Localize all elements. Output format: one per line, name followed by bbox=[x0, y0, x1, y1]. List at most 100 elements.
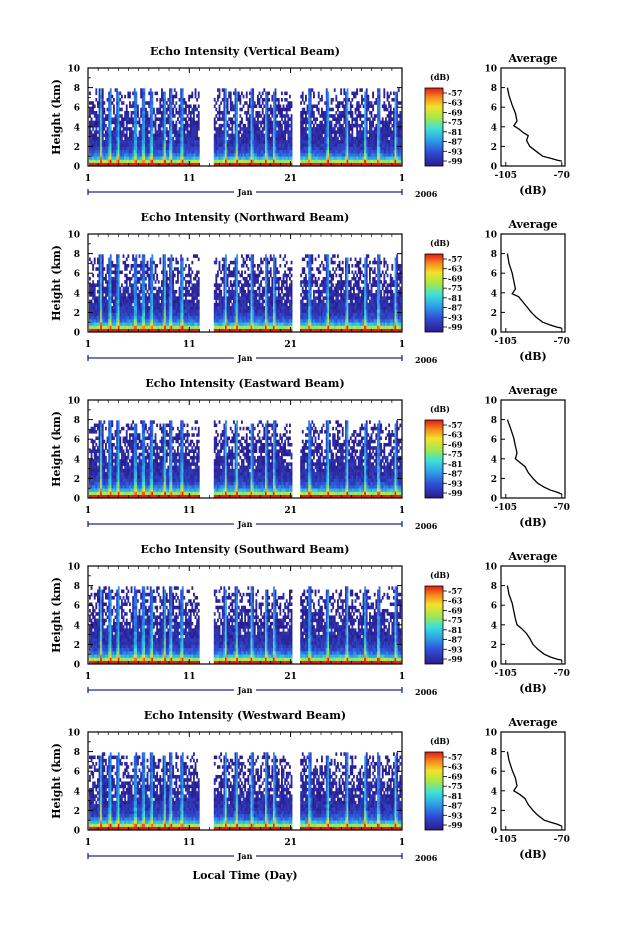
heatmap-cell bbox=[114, 143, 117, 147]
heatmap-cell bbox=[149, 309, 152, 313]
heatmap-cell bbox=[98, 101, 101, 105]
heatmap-cell bbox=[306, 117, 309, 121]
heatmap-cell bbox=[165, 312, 168, 317]
heatmap-cell bbox=[143, 322, 146, 326]
heatmap-cell bbox=[165, 133, 168, 138]
heatmap-cell bbox=[193, 143, 195, 147]
heatmap-cell bbox=[285, 162, 288, 167]
heatmap-cell bbox=[343, 136, 346, 141]
heatmap-cell bbox=[116, 293, 119, 297]
heatmap-cell bbox=[151, 254, 154, 258]
heatmap-cell bbox=[113, 149, 115, 154]
heatmap-cell bbox=[393, 136, 395, 141]
colorbar-tick-label: -93 bbox=[448, 146, 463, 156]
heatmap-cell bbox=[93, 325, 96, 330]
heatmap-cell bbox=[260, 162, 263, 167]
heatmap-cell bbox=[271, 127, 274, 131]
heatmap-cell bbox=[177, 146, 179, 151]
heatmap-cell bbox=[242, 104, 245, 109]
heatmap-cell bbox=[258, 114, 261, 118]
heatmap-cell bbox=[276, 153, 279, 157]
heatmap-cell bbox=[396, 114, 399, 118]
heatmap-cell bbox=[250, 146, 253, 151]
heatmap-cell bbox=[148, 140, 151, 144]
heatmap-cell bbox=[231, 156, 234, 160]
heatmap-cell bbox=[396, 120, 399, 125]
heatmap-cell bbox=[159, 127, 162, 131]
heatmap-cell bbox=[284, 133, 287, 138]
heatmap-cell bbox=[249, 127, 251, 131]
heatmap-cell bbox=[393, 98, 395, 102]
heatmap-cell bbox=[237, 123, 240, 128]
heatmap-cell bbox=[141, 260, 144, 265]
heatmap-cell bbox=[89, 114, 91, 118]
heatmap-cell bbox=[196, 325, 199, 330]
heatmap-cell bbox=[149, 140, 152, 144]
heatmap-cell bbox=[173, 123, 176, 128]
heatmap-cell bbox=[257, 114, 259, 118]
heatmap-cell bbox=[370, 104, 373, 109]
heatmap-cell bbox=[317, 153, 320, 157]
heatmap-cell bbox=[95, 267, 98, 271]
heatmap-cell bbox=[164, 136, 167, 141]
heatmap-cell bbox=[109, 283, 112, 287]
heatmap-cell bbox=[153, 153, 155, 157]
heatmap-cell bbox=[241, 156, 243, 160]
heatmap-cell bbox=[220, 127, 223, 131]
heatmap-cell bbox=[249, 136, 251, 141]
heatmap-cell bbox=[250, 104, 253, 109]
heatmap-cell bbox=[101, 280, 104, 284]
heatmap-cell bbox=[141, 299, 144, 304]
heatmap-cell bbox=[153, 162, 155, 167]
heatmap-cell bbox=[132, 309, 135, 313]
heatmap-cell bbox=[154, 319, 157, 323]
heatmap-cell bbox=[193, 322, 195, 326]
heatmap-cell bbox=[284, 117, 287, 121]
heatmap-cell bbox=[191, 149, 194, 154]
heatmap-cell bbox=[196, 156, 199, 160]
heatmap-cell bbox=[327, 107, 330, 112]
heatmap-cell bbox=[265, 156, 267, 160]
y-axis-label: Height (km) bbox=[50, 79, 63, 155]
heatmap-cell bbox=[154, 299, 157, 304]
heatmap-cell bbox=[277, 143, 280, 147]
heatmap-cell bbox=[249, 120, 251, 125]
heatmap-cell bbox=[135, 140, 138, 144]
heatmap-cell bbox=[322, 159, 325, 164]
heatmap-cell bbox=[98, 149, 101, 154]
heatmap-cell bbox=[231, 107, 234, 112]
heatmap-cell bbox=[346, 98, 349, 102]
heatmap-cell bbox=[196, 296, 199, 300]
heatmap-cell bbox=[181, 94, 184, 99]
heatmap-cell bbox=[101, 328, 104, 333]
heatmap-cell bbox=[122, 120, 125, 125]
heatmap-cell bbox=[100, 312, 103, 317]
heatmap-cell bbox=[378, 123, 381, 128]
heatmap-cell bbox=[186, 133, 189, 138]
heatmap-cell bbox=[268, 136, 271, 141]
heatmap-cell bbox=[169, 162, 171, 167]
heatmap-cell bbox=[383, 149, 386, 154]
heatmap-cell bbox=[165, 130, 168, 134]
heatmap-cell bbox=[370, 140, 373, 144]
heatmap-cell bbox=[346, 110, 349, 115]
heatmap-cell bbox=[234, 162, 237, 167]
heatmap-cell bbox=[133, 325, 136, 330]
heatmap-cell bbox=[223, 91, 226, 96]
heatmap-cell bbox=[236, 127, 239, 131]
heatmap-cell bbox=[215, 101, 218, 105]
heatmap-cell bbox=[113, 299, 115, 304]
heatmap-cell bbox=[237, 143, 240, 147]
heatmap-cell bbox=[239, 140, 242, 144]
heatmap-cell bbox=[106, 143, 109, 147]
heatmap-cell bbox=[233, 133, 235, 138]
heatmap-cell bbox=[170, 283, 173, 287]
heatmap-cell bbox=[148, 273, 151, 278]
heatmap-cell bbox=[119, 293, 122, 297]
heatmap-cell bbox=[236, 120, 239, 125]
heatmap-cell bbox=[159, 309, 162, 313]
heatmap-cell bbox=[172, 107, 175, 112]
heatmap-cell bbox=[303, 120, 306, 125]
heatmap-cell bbox=[282, 146, 285, 151]
heatmap-cell bbox=[245, 133, 248, 138]
